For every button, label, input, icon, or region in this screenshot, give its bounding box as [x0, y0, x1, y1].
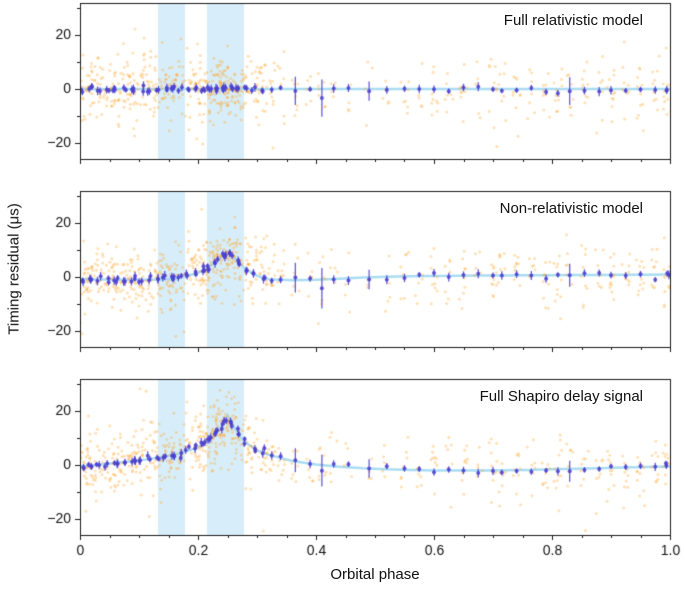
x-axis-label: Orbital phase [330, 566, 420, 583]
y-axis-label: Timing residual (μs) [5, 203, 23, 335]
panel-1-title: Full relativistic model [503, 12, 643, 29]
panel-2-title: Non-relativistic model [499, 200, 643, 217]
panel-3-title: Full Shapiro delay signal [479, 388, 643, 405]
